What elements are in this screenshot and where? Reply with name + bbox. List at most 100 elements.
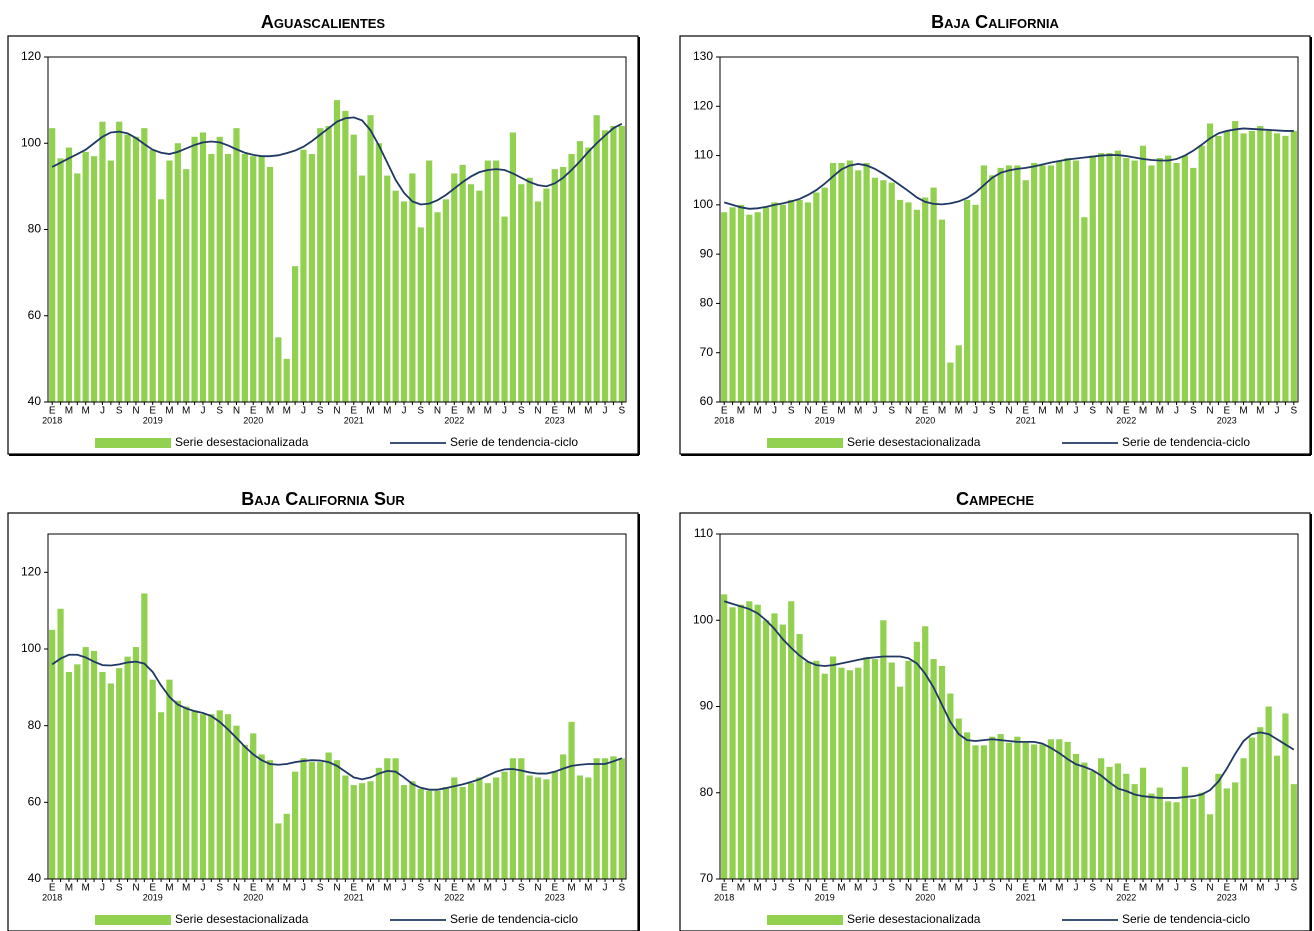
bar [476, 777, 483, 879]
bar [225, 154, 232, 402]
bar [57, 158, 64, 402]
bar [1047, 165, 1054, 402]
bar [1139, 145, 1147, 402]
x-tick-label: M [182, 883, 190, 894]
bar [183, 169, 190, 402]
bar [1131, 160, 1138, 402]
x-tick-label: E [1223, 883, 1230, 894]
bar [762, 207, 770, 402]
x-tick-label: M [283, 406, 291, 417]
x-tick-label: E [49, 883, 56, 894]
bar [788, 199, 795, 402]
legend-swatch [767, 915, 843, 925]
trend-line [51, 116, 623, 206]
x-tick-label: N [434, 883, 441, 894]
bar [871, 177, 879, 402]
x-year-label: 2018 [42, 892, 62, 902]
bar [426, 160, 433, 402]
x-tick-label: E [1022, 406, 1029, 417]
bar [250, 156, 257, 402]
x-tick-label: M [955, 883, 963, 894]
y-tick-label: 120 [21, 565, 41, 579]
bar [1282, 713, 1289, 879]
bar [308, 154, 315, 402]
x-tick-label: J [1174, 883, 1179, 894]
x-year-label: 2019 [143, 892, 163, 902]
x-tick-label: M [266, 883, 274, 894]
bar [157, 712, 165, 879]
bar [543, 188, 550, 402]
x-tick-label: M [837, 883, 845, 894]
x-year-label: 2022 [1116, 415, 1136, 425]
bar [821, 187, 828, 402]
bar [1232, 782, 1239, 879]
bar [342, 110, 349, 402]
bar [258, 156, 265, 402]
bar [618, 126, 625, 402]
bar [359, 783, 366, 879]
x-tick-label: M [854, 883, 862, 894]
bar [964, 199, 971, 402]
bar [283, 813, 290, 879]
bar [526, 775, 533, 879]
x-tick-label: E [721, 883, 728, 894]
bar [233, 725, 240, 879]
bar [955, 345, 962, 402]
x-tick-label: J [973, 883, 978, 894]
legend-label: Serie desestacionalizada [847, 435, 981, 449]
bar [989, 736, 996, 879]
bar [409, 781, 416, 879]
bar [1273, 755, 1281, 879]
bar [980, 745, 987, 879]
bar [325, 752, 332, 879]
bar [1257, 727, 1264, 879]
bar [938, 219, 946, 402]
legend-swatch [95, 915, 171, 925]
bar [863, 657, 870, 879]
x-tick-label: S [1290, 406, 1297, 417]
y-tick-label: 90 [700, 246, 714, 260]
x-tick-label: J [200, 883, 205, 894]
bar [754, 604, 761, 879]
bar [459, 787, 466, 879]
bar [459, 164, 466, 402]
bar [350, 785, 357, 879]
bar [275, 823, 282, 879]
bar [1089, 771, 1096, 879]
x-tick-label: M [82, 883, 90, 894]
bar [721, 594, 728, 879]
x-tick-label: M [1139, 406, 1147, 417]
bar [729, 607, 736, 879]
x-tick-label: M [65, 883, 73, 894]
x-tick-label: M [837, 406, 845, 417]
bar [367, 115, 374, 402]
bar [771, 613, 778, 879]
bar [829, 162, 837, 402]
x-tick-label: M [1139, 883, 1147, 894]
bar [913, 209, 920, 402]
x-tick-label: N [333, 883, 340, 894]
bar [779, 204, 786, 402]
x-tick-label: M [467, 883, 475, 894]
bar [166, 160, 173, 402]
x-year-label: 2018 [714, 415, 734, 425]
x-tick-label: E [551, 883, 558, 894]
bar [585, 777, 592, 879]
bar [1056, 739, 1063, 879]
bar [972, 204, 979, 402]
bar [400, 785, 408, 879]
bar [166, 679, 173, 879]
bar [1206, 814, 1214, 879]
bar [141, 593, 148, 879]
bar [1265, 706, 1272, 879]
x-tick-label: M [484, 406, 492, 417]
x-tick-label: M [165, 883, 173, 894]
legend-label: Serie desestacionalizada [175, 912, 309, 926]
x-tick-label: M [1256, 406, 1264, 417]
x-tick-label: N [1206, 883, 1213, 894]
x-tick-label: S [618, 406, 625, 417]
bar [1081, 762, 1088, 879]
x-tick-label: S [788, 406, 795, 417]
bar [49, 629, 56, 879]
